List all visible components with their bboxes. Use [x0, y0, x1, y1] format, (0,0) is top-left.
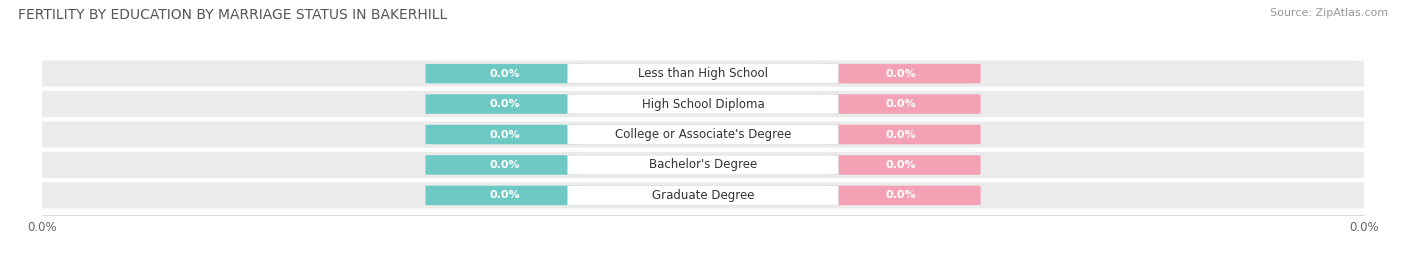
Text: Source: ZipAtlas.com: Source: ZipAtlas.com [1270, 8, 1388, 18]
Text: High School Diploma: High School Diploma [641, 98, 765, 111]
FancyBboxPatch shape [823, 94, 980, 114]
Text: 0.0%: 0.0% [489, 99, 520, 109]
FancyBboxPatch shape [35, 91, 1371, 117]
Text: Graduate Degree: Graduate Degree [652, 189, 754, 202]
FancyBboxPatch shape [568, 64, 838, 83]
FancyBboxPatch shape [35, 121, 1371, 148]
FancyBboxPatch shape [426, 125, 583, 144]
FancyBboxPatch shape [568, 186, 838, 205]
FancyBboxPatch shape [823, 64, 980, 83]
FancyBboxPatch shape [568, 94, 838, 114]
Text: 0.0%: 0.0% [886, 190, 917, 200]
Text: 0.0%: 0.0% [886, 99, 917, 109]
FancyBboxPatch shape [823, 155, 980, 175]
Text: 0.0%: 0.0% [886, 160, 917, 170]
FancyBboxPatch shape [568, 155, 838, 175]
FancyBboxPatch shape [823, 186, 980, 205]
FancyBboxPatch shape [426, 155, 583, 175]
Text: FERTILITY BY EDUCATION BY MARRIAGE STATUS IN BAKERHILL: FERTILITY BY EDUCATION BY MARRIAGE STATU… [18, 8, 447, 22]
Text: Less than High School: Less than High School [638, 67, 768, 80]
Text: 0.0%: 0.0% [886, 129, 917, 140]
Text: 0.0%: 0.0% [886, 69, 917, 79]
FancyBboxPatch shape [35, 152, 1371, 178]
FancyBboxPatch shape [426, 94, 583, 114]
FancyBboxPatch shape [823, 125, 980, 144]
Text: 0.0%: 0.0% [489, 190, 520, 200]
FancyBboxPatch shape [35, 61, 1371, 87]
Text: 0.0%: 0.0% [489, 129, 520, 140]
FancyBboxPatch shape [426, 64, 583, 83]
Text: Bachelor's Degree: Bachelor's Degree [650, 158, 756, 171]
Text: 0.0%: 0.0% [489, 160, 520, 170]
FancyBboxPatch shape [568, 125, 838, 144]
Text: 0.0%: 0.0% [489, 69, 520, 79]
Text: College or Associate's Degree: College or Associate's Degree [614, 128, 792, 141]
FancyBboxPatch shape [426, 186, 583, 205]
FancyBboxPatch shape [35, 182, 1371, 208]
